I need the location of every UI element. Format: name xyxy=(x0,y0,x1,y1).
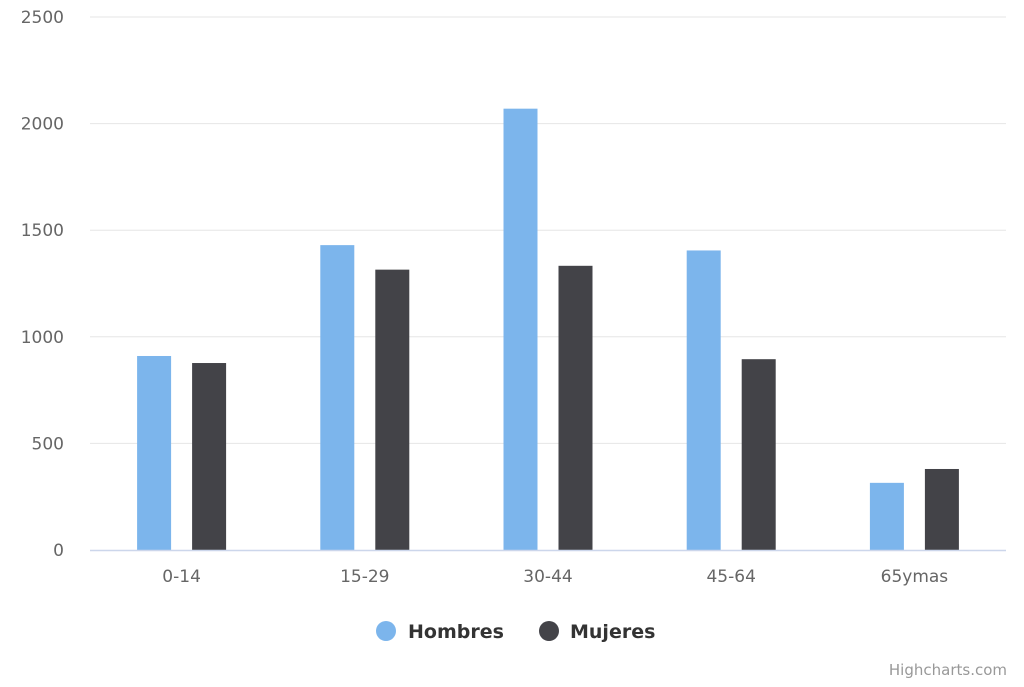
y-tick-label: 1000 xyxy=(21,328,64,348)
y-tick-label: 1500 xyxy=(21,221,64,241)
x-tick-label: 65ymas xyxy=(881,567,949,587)
y-tick-label: 500 xyxy=(32,434,64,454)
legend-item-mujeres[interactable]: Mujeres xyxy=(539,621,655,643)
legend-marker xyxy=(376,621,396,641)
x-tick-label: 45-64 xyxy=(706,567,755,587)
legend-label: Hombres xyxy=(408,621,504,643)
x-axis-labels: 0-14 15-29 30-44 45-64 65ymas xyxy=(162,567,948,587)
credits-link[interactable]: Highcharts.com xyxy=(889,661,1007,679)
x-tick-label: 0-14 xyxy=(162,567,201,587)
bar-hombres-15-29[interactable] xyxy=(320,245,355,550)
bar-hombres-65ymas[interactable] xyxy=(869,482,904,550)
bars xyxy=(137,108,959,551)
legend-item-hombres[interactable]: Hombres xyxy=(376,621,504,643)
bar-mujeres-65ymas[interactable] xyxy=(924,468,959,550)
y-tick-label: 2000 xyxy=(21,115,64,135)
x-tick-label: 15-29 xyxy=(340,567,389,587)
bar-mujeres-45-64[interactable] xyxy=(741,359,776,550)
legend-label: Mujeres xyxy=(570,621,655,643)
y-tick-label: 0 xyxy=(53,541,64,561)
bar-mujeres-0-14[interactable] xyxy=(192,363,227,550)
bar-hombres-30-44[interactable] xyxy=(503,108,538,551)
gridlines xyxy=(90,16,1006,444)
x-tick-label: 30-44 xyxy=(523,567,572,587)
y-axis-labels: 0 500 1000 1500 2000 2500 xyxy=(21,8,64,561)
legend-marker xyxy=(539,621,559,641)
bar-mujeres-15-29[interactable] xyxy=(375,269,410,550)
bar-hombres-0-14[interactable] xyxy=(137,355,172,550)
bar-hombres-45-64[interactable] xyxy=(686,250,721,551)
legend: Hombres Mujeres xyxy=(376,621,655,643)
bar-mujeres-30-44[interactable] xyxy=(558,265,593,550)
y-tick-label: 2500 xyxy=(21,8,64,28)
